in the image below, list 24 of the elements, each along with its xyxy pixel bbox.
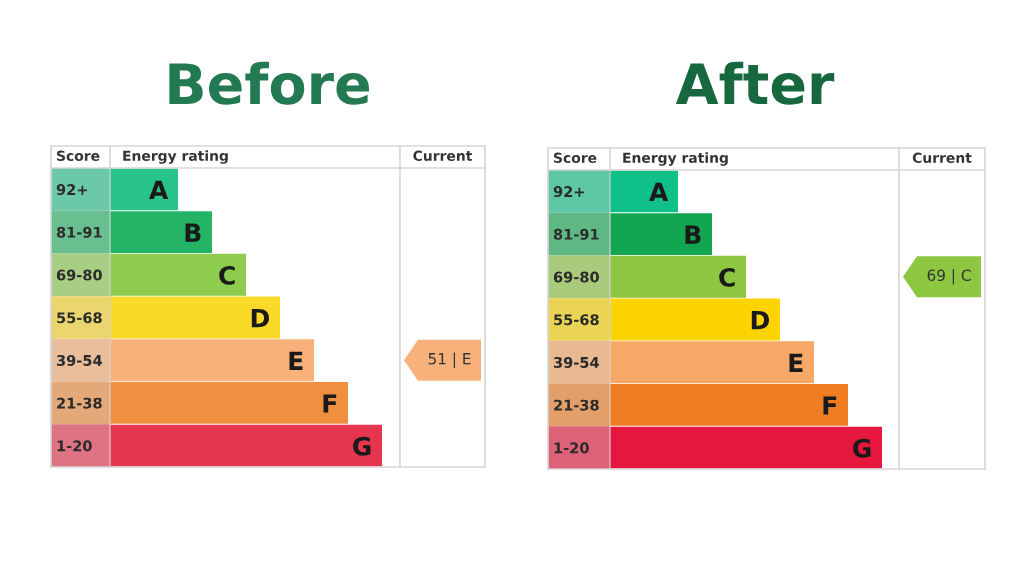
y2-axis-title: Current xyxy=(912,152,972,164)
annotation: D xyxy=(751,310,769,330)
annotation: D xyxy=(251,308,269,328)
chart-title: After xyxy=(675,61,835,105)
annotation: G xyxy=(853,438,871,458)
annotation: B xyxy=(185,223,201,242)
annotation: C xyxy=(719,267,735,287)
y2-axis-title: Current xyxy=(413,150,473,162)
annotation: E xyxy=(789,353,803,372)
annotation: C xyxy=(219,265,235,285)
annotation: E xyxy=(289,351,303,370)
annotation: G xyxy=(353,436,371,456)
y-axis-title: Score xyxy=(554,152,597,164)
y2-tick-label: 69 | C xyxy=(927,269,971,285)
annotation: A xyxy=(149,180,169,200)
chart-title: Before xyxy=(169,61,370,105)
y2-tick-label: 51 | E xyxy=(428,352,471,368)
x-axis-title: Energy rating xyxy=(123,150,228,164)
x-axis-title: Energy rating xyxy=(623,152,728,166)
annotation: F xyxy=(323,394,337,413)
y-axis-title: Score xyxy=(57,150,100,162)
annotation: B xyxy=(685,225,701,244)
annotation: F xyxy=(823,396,837,415)
annotation: A xyxy=(649,182,669,202)
